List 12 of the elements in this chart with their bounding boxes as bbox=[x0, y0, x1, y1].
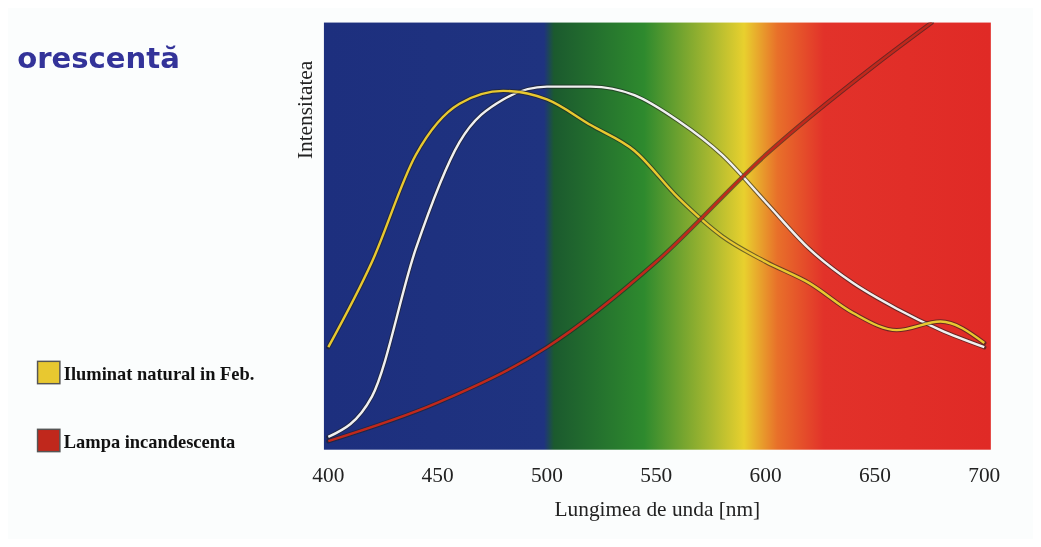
x-tick-label: 700 bbox=[968, 462, 1001, 487]
x-tick-label: 500 bbox=[530, 462, 563, 487]
legend-label: Lampa incandescenta bbox=[63, 431, 236, 452]
x-tick-label: 400 bbox=[312, 462, 345, 487]
legend-label: Iluminat natural in Feb. bbox=[63, 363, 255, 384]
x-tick-label: 550 bbox=[640, 462, 673, 487]
x-tick-label: 600 bbox=[749, 462, 782, 487]
x-axis-title: Lungimea de unda [nm] bbox=[554, 496, 761, 521]
x-tick-label: 650 bbox=[858, 462, 891, 487]
text: orescentă bbox=[17, 41, 180, 76]
y-axis-title: Intensitatea bbox=[293, 60, 318, 160]
x-tick-label: 450 bbox=[421, 462, 454, 487]
